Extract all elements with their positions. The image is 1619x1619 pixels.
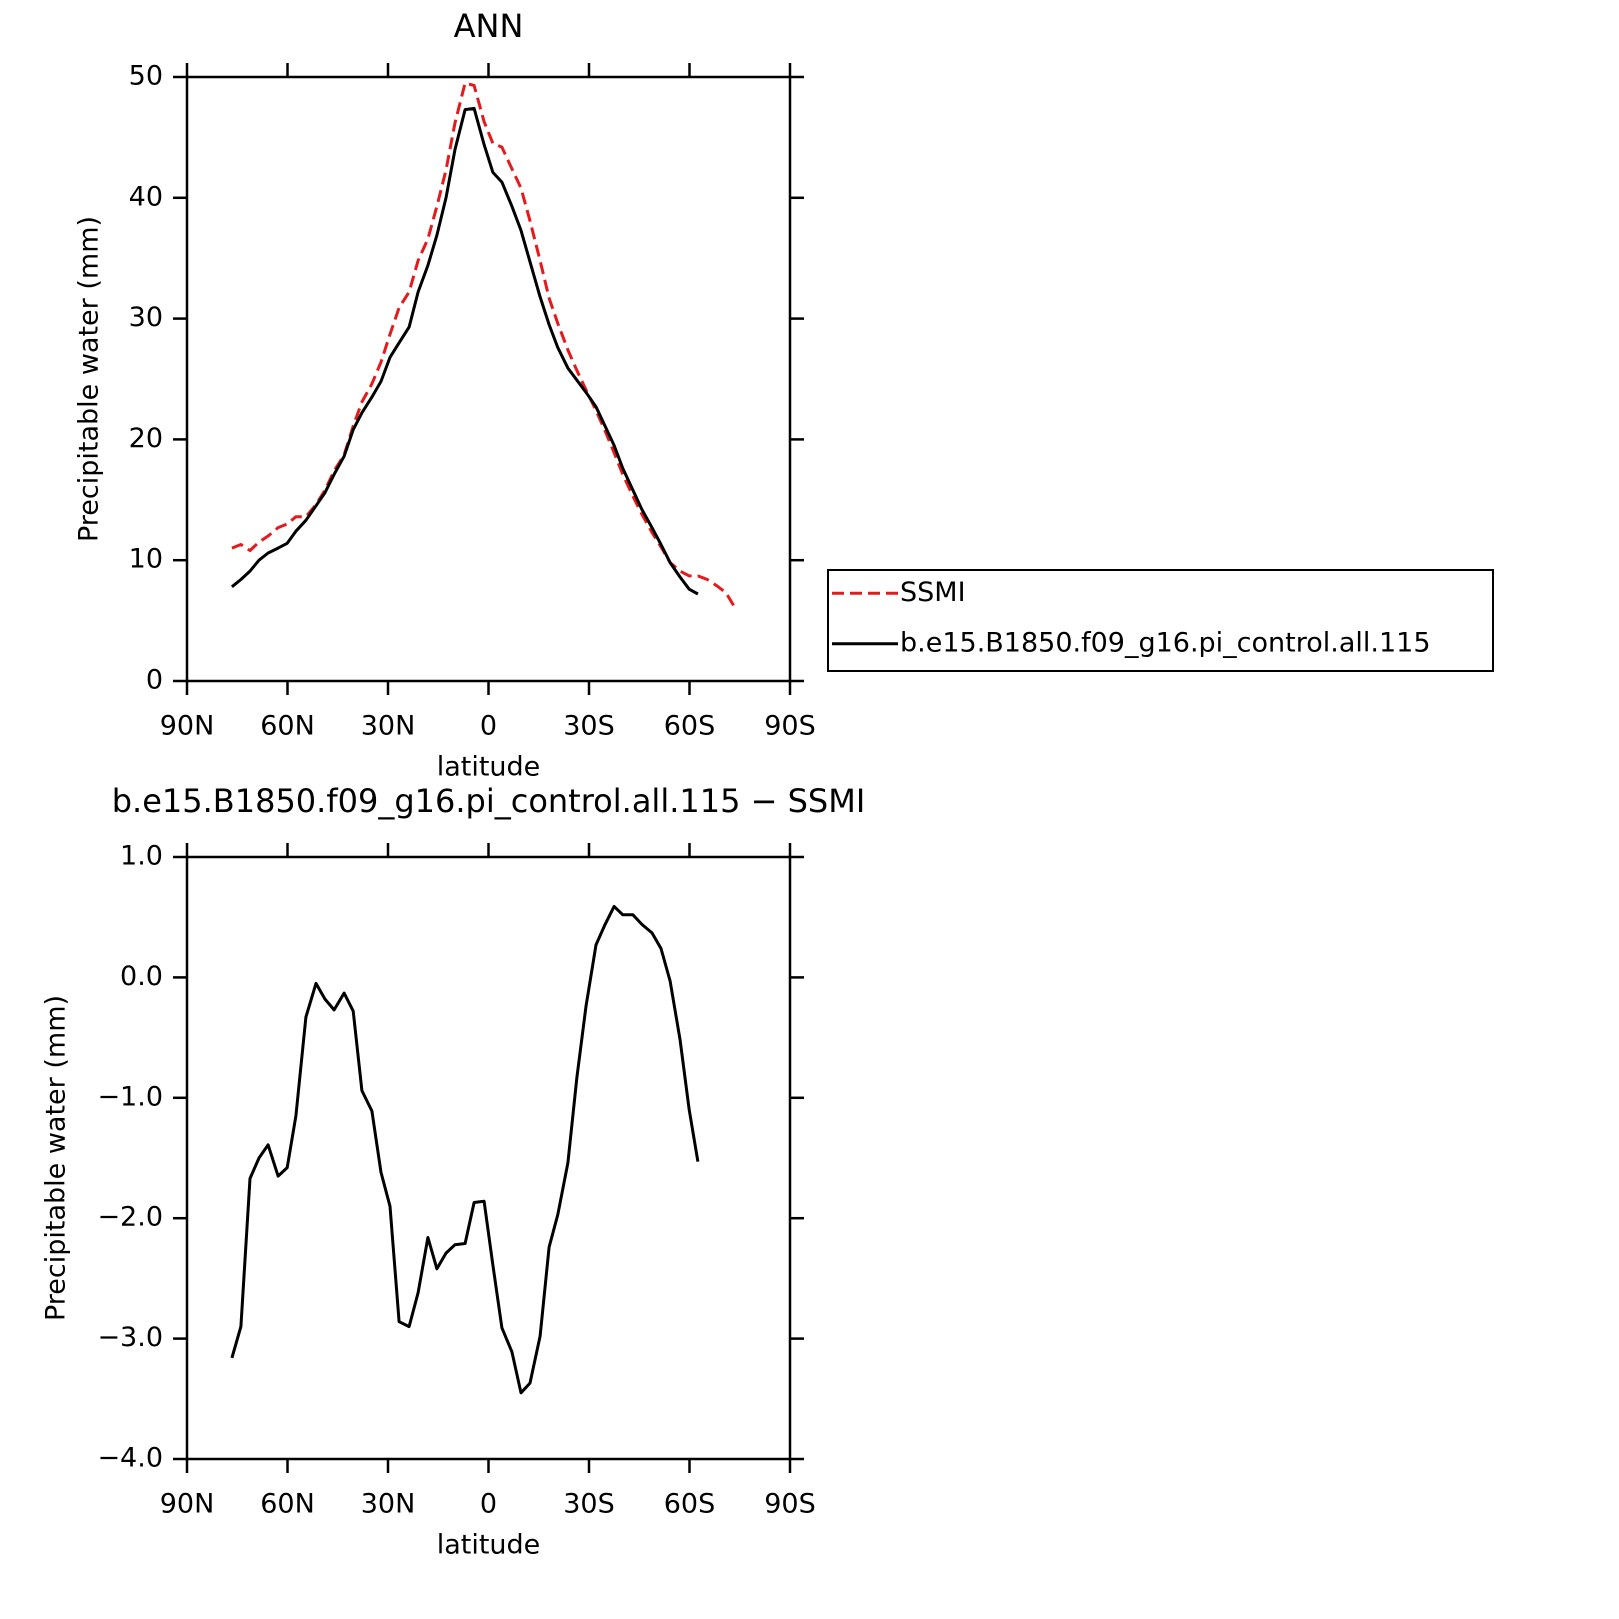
data-line — [230, 106, 699, 596]
y-axis-label: Precipitable water (mm) — [41, 995, 72, 1321]
y-tick-label: 50 — [129, 61, 163, 92]
data-line — [230, 904, 700, 1395]
y-tick-label: 10 — [129, 544, 163, 575]
x-tick-label: 60S — [664, 1489, 716, 1520]
x-tick-label: 60N — [260, 711, 315, 742]
plot-frame — [185, 855, 792, 1461]
y-tick-label: 40 — [129, 181, 163, 212]
x-tick-label: 30N — [361, 1489, 416, 1520]
x-axis-label: latitude — [437, 1530, 541, 1561]
data-line — [231, 81, 737, 610]
x-tick-label: 90N — [160, 711, 215, 742]
y-tick-label: 0 — [146, 665, 163, 696]
y-tick-label: −1.0 — [97, 1081, 163, 1112]
x-tick-label: 60N — [260, 1489, 315, 1520]
x-axis-label: latitude — [437, 752, 541, 783]
chart-title: ANN — [454, 7, 524, 45]
x-tick-label: 30S — [563, 1489, 615, 1520]
x-tick-label: 90S — [764, 1489, 816, 1520]
x-tick-label: 60S — [664, 711, 716, 742]
x-tick-label: 90S — [764, 711, 816, 742]
y-tick-label: −4.0 — [97, 1443, 163, 1474]
y-tick-label: −3.0 — [97, 1322, 163, 1353]
chart-title: b.e15.B1850.f09_g16.pi_control.all.115 −… — [112, 782, 866, 820]
x-tick-label: 0 — [480, 1489, 497, 1520]
legend-label: b.e15.B1850.f09_g16.pi_control.all.115 — [900, 627, 1431, 658]
y-tick-label: 20 — [129, 423, 163, 454]
y-tick-label: −2.0 — [97, 1202, 163, 1233]
legend-label: SSMI — [900, 577, 966, 608]
plot-frame — [185, 75, 792, 683]
legend-box — [827, 569, 1494, 672]
y-tick-label: 0.0 — [120, 961, 163, 992]
y-tick-label: 30 — [129, 302, 163, 333]
x-tick-label: 30N — [361, 711, 416, 742]
y-axis-label: Precipitable water (mm) — [74, 216, 105, 542]
x-tick-label: 0 — [480, 711, 497, 742]
x-tick-label: 30S — [563, 711, 615, 742]
x-tick-label: 90N — [160, 1489, 215, 1520]
y-tick-label: 1.0 — [120, 841, 163, 872]
